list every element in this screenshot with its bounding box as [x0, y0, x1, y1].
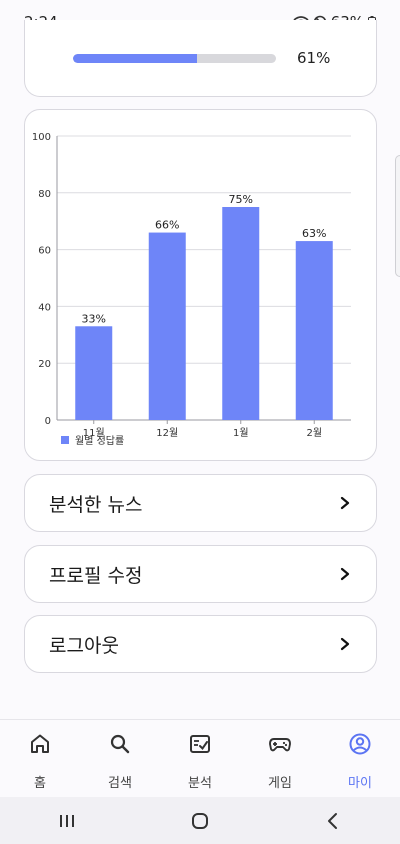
- bar-value-label: 63%: [302, 227, 326, 240]
- chevron-right-icon: [340, 567, 350, 581]
- y-tick-label: 60: [38, 246, 51, 257]
- bar-1: [75, 326, 113, 420]
- progress-bar: [73, 54, 276, 63]
- analysis-icon: [190, 735, 210, 753]
- bar-value-label: 66%: [155, 219, 179, 232]
- nav-my-label: 마이: [348, 776, 372, 791]
- bar-4: [295, 241, 333, 420]
- home-icon: [31, 734, 49, 753]
- chevron-right-icon: [340, 496, 350, 510]
- edit-profile-label: 프로필 수정: [49, 564, 143, 587]
- accuracy-progress-card: 61%: [24, 20, 377, 97]
- x-tick-label: 12월: [156, 427, 178, 439]
- recent-apps-icon[interactable]: [57, 813, 77, 829]
- bar-value-label: 75%: [229, 193, 253, 206]
- nav-home[interactable]: 홈: [0, 720, 80, 798]
- edit-profile-button[interactable]: 프로필 수정: [24, 545, 377, 603]
- nav-game[interactable]: 게임: [240, 720, 320, 798]
- x-tick-label: 2월: [306, 427, 322, 439]
- analyzed-news-label: 분석한 뉴스: [49, 493, 143, 516]
- nav-game-label: 게임: [268, 776, 292, 791]
- y-tick-label: 80: [38, 189, 51, 200]
- x-tick-label: 11월: [83, 427, 105, 439]
- profile-icon: [349, 733, 371, 755]
- bottom-navigation: 홈 검색 분석 게임 마이: [0, 719, 400, 798]
- analyzed-news-button[interactable]: 분석한 뉴스: [24, 474, 377, 532]
- x-tick-label: 1월: [233, 427, 249, 439]
- bar-2: [148, 232, 186, 420]
- y-tick-label: 40: [38, 302, 51, 313]
- back-icon[interactable]: [323, 811, 343, 831]
- logout-button[interactable]: 로그아웃: [24, 615, 377, 673]
- edge-panel-handle[interactable]: [395, 155, 400, 277]
- gamepad-icon: [269, 738, 291, 752]
- home-button-icon[interactable]: [190, 811, 210, 831]
- progress-fill: [73, 54, 197, 63]
- nav-analysis-label: 분석: [188, 776, 212, 791]
- bar-3: [222, 207, 260, 420]
- y-tick-label: 20: [38, 359, 51, 370]
- logout-label: 로그아웃: [49, 634, 119, 657]
- nav-home-label: 홈: [34, 776, 46, 791]
- progress-percent: 61%: [297, 49, 331, 67]
- y-tick-label: 0: [45, 416, 51, 427]
- legend-label: 월별 정답률: [75, 435, 124, 447]
- nav-search-label: 검색: [108, 776, 132, 791]
- search-icon: [110, 734, 130, 754]
- chevron-right-icon: [340, 637, 350, 651]
- nav-my[interactable]: 마이: [320, 720, 400, 798]
- nav-analysis[interactable]: 분석: [160, 720, 240, 798]
- legend-swatch: [61, 436, 69, 444]
- system-navigation-bar: [0, 797, 400, 844]
- nav-search[interactable]: 검색: [80, 720, 160, 798]
- y-tick-label: 100: [32, 132, 51, 143]
- bar-value-label: 33%: [82, 312, 106, 325]
